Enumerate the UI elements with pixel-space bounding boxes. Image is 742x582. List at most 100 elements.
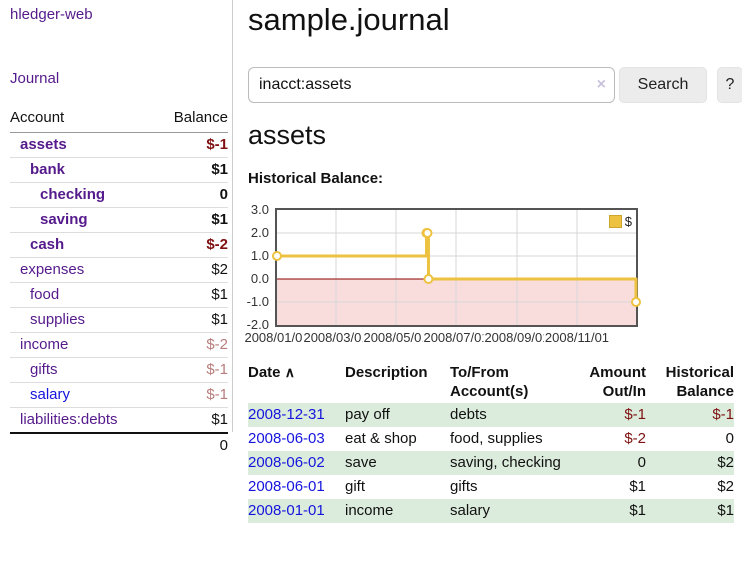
accounts-header-account: Account [10, 106, 155, 133]
sort-ascending-icon: ∧ [284, 364, 295, 380]
register-row[interactable]: 2008-06-03 eat & shop food, supplies $-2 0 [248, 427, 734, 451]
transaction-date-link[interactable]: 2008-12-31 [248, 406, 325, 423]
register-table: Date ∧ Description To/From Account(s) Am… [248, 360, 734, 523]
register-cell-description: income [345, 499, 450, 523]
register-header-amount: Amount Out/In [589, 364, 646, 400]
accounts-table: Account Balance assets $-1 bank $1 checking 0… [10, 106, 228, 458]
accounts-header-balance: Balance [154, 106, 228, 133]
account-balance: $1 [211, 161, 228, 178]
x-axis-tick-label: 2008/07/01 [422, 330, 490, 345]
transaction-date-link[interactable]: 2008-06-03 [248, 430, 325, 447]
data-point[interactable] [272, 251, 282, 261]
accounts-total-row: 0 [10, 433, 228, 458]
account-row: checking 0 [10, 182, 228, 208]
register-cell-accounts: food, supplies [450, 430, 543, 447]
sidebar-account-food[interactable]: food [30, 286, 60, 303]
register-cell-description: pay off [345, 403, 450, 427]
account-row: cash $-2 [10, 232, 228, 258]
search-box: × [248, 67, 615, 103]
account-row: expenses $2 [10, 257, 228, 283]
register-row[interactable]: 2008-06-02 save saving, checking 0 $2 [248, 451, 734, 475]
register-header-accounts: To/From Account(s) [450, 364, 529, 400]
data-point[interactable] [423, 274, 434, 284]
data-point[interactable] [422, 228, 433, 238]
account-row: liabilities:debts $1 [10, 407, 228, 434]
register-cell-balance: $1 [646, 499, 734, 523]
y-axis-tick-label: 2.0 [250, 225, 269, 240]
account-row: supplies $1 [10, 307, 228, 333]
x-axis-tick-label: 2008/01/01 [243, 330, 311, 345]
y-axis-tick-label: 1.0 [250, 248, 269, 263]
brand-link[interactable]: hledger-web [10, 6, 93, 23]
transaction-date-link[interactable]: 2008-06-02 [248, 454, 325, 471]
register-cell-date: 2008-12-31 [248, 403, 345, 427]
account-row: bank $1 [10, 157, 228, 183]
y-axis-tick-label: -1.0 [246, 294, 269, 309]
x-axis-tick-label: 2008/11/01 [543, 330, 611, 345]
sidebar-account-expenses[interactable]: expenses [20, 261, 85, 278]
register-cell-amount: $1 [568, 499, 646, 523]
transaction-date-link[interactable]: 2008-01-01 [248, 502, 325, 519]
clear-search-icon[interactable]: × [596, 76, 606, 93]
sidebar-account-gifts[interactable]: gifts [30, 361, 58, 378]
register-header-date[interactable]: Date ∧ [248, 364, 295, 381]
account-balance: $-2 [206, 336, 228, 353]
register-cell-balance: $2 [646, 451, 734, 475]
register-cell-amount: $1 [629, 478, 646, 495]
account-heading: assets [248, 120, 327, 150]
account-balance: $1 [211, 286, 228, 303]
sidebar-account-liabilities-debts[interactable]: liabilities:debts [20, 411, 118, 428]
register-cell-balance: $2 [717, 478, 734, 495]
sidebar: hledger-web Journal Account Balance asse… [0, 0, 233, 454]
x-axis-tick-label: 2008/03/01 [302, 330, 370, 345]
account-row: assets $-1 [10, 132, 228, 158]
register-cell-amount: $-1 [568, 403, 646, 427]
account-balance: 0 [219, 186, 228, 203]
register-cell-accounts: debts [450, 403, 568, 427]
sidebar-account-saving[interactable]: saving [40, 211, 88, 228]
chart-title: Historical Balance: [248, 170, 384, 187]
sidebar-account-supplies[interactable]: supplies [30, 311, 86, 328]
register-header-description: Description [345, 364, 428, 381]
search-button[interactable]: Search [619, 67, 707, 103]
register-cell-description: eat & shop [345, 430, 417, 447]
page-title: sample.journal [248, 2, 450, 37]
chart-canvas [272, 210, 641, 325]
transaction-date-link[interactable]: 2008-06-01 [248, 478, 325, 495]
register-cell-accounts: salary [450, 499, 568, 523]
sidebar-account-assets[interactable]: assets [20, 136, 67, 153]
account-balance: $-1 [206, 136, 228, 153]
sidebar-account-salary[interactable]: salary [30, 386, 71, 403]
legend-label: $ [624, 214, 632, 229]
search-input[interactable] [248, 67, 615, 103]
account-row: gifts $-1 [10, 357, 228, 383]
sidebar-item-journal[interactable]: Journal [10, 70, 60, 87]
y-axis-tick-label: -2.0 [246, 317, 269, 332]
register-row[interactable]: 2008-06-01 gift gifts $1 $2 [248, 475, 734, 499]
sidebar-account-checking[interactable]: checking [40, 186, 106, 203]
legend-color-box [608, 215, 622, 228]
help-button[interactable]: ? [717, 67, 742, 103]
chart-plot-area[interactable]: $ [272, 208, 641, 327]
register-cell-date: 2008-06-02 [248, 451, 345, 475]
register-cell-date: 2008-01-01 [248, 499, 345, 523]
sidebar-account-income[interactable]: income [20, 336, 69, 353]
register-row[interactable]: 2008-01-01 income salary $1 $1 [248, 499, 734, 523]
y-axis-tick-label: 3.0 [250, 202, 269, 217]
sidebar-account-cash[interactable]: cash [30, 236, 65, 253]
register-cell-date: 2008-06-01 [248, 475, 345, 499]
register-cell-description: save [345, 451, 450, 475]
register-cell-amount: 0 [568, 451, 646, 475]
register-cell-description: gift [345, 478, 366, 495]
account-balance: $-2 [206, 236, 228, 253]
account-row: salary $-1 [10, 382, 228, 408]
chart-legend: $ [608, 214, 632, 229]
x-axis-tick-label: 2008/09/01 [483, 330, 551, 345]
account-balance: $1 [211, 311, 228, 328]
sidebar-account-bank[interactable]: bank [30, 161, 66, 178]
register-row[interactable]: 2008-12-31 pay off debts $-1 $-1 [248, 403, 734, 427]
data-point[interactable] [631, 297, 641, 307]
account-row: food $1 [10, 282, 228, 308]
account-balance: $2 [211, 261, 228, 278]
